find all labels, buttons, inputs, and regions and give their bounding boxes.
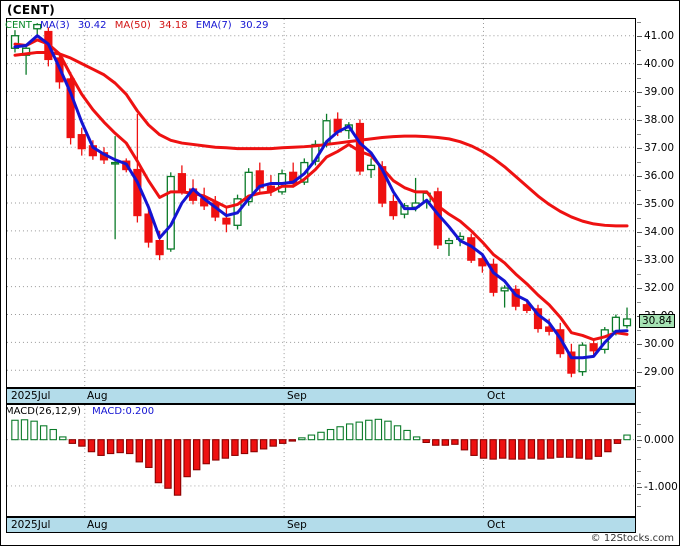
macd-axis-minor-tick xyxy=(637,506,641,508)
price-axis-tick xyxy=(637,288,642,290)
date-axis-label: Aug xyxy=(87,390,108,402)
price-axis-tick xyxy=(637,147,642,149)
legend-ma50-label: MA(50) xyxy=(114,20,151,31)
price-axis-minor-tick xyxy=(637,105,641,107)
macd-axis-minor-tick xyxy=(637,459,641,461)
price-axis-tick xyxy=(637,232,642,234)
price-axis-label: 37.00 xyxy=(644,141,675,154)
price-axis-minor-tick xyxy=(637,77,641,79)
macd-y-axis: 0.000 -1.000 xyxy=(637,404,680,517)
price-axis-label: 35.00 xyxy=(644,198,675,210)
legend-ma3-label: MA(3) xyxy=(40,20,70,31)
price-axis-label: 30.00 xyxy=(644,338,675,351)
macd-axis-minor-tick xyxy=(637,423,641,425)
current-price-tag: 30.84 xyxy=(639,313,676,328)
price-y-axis: 41.00 40.00 39.00 38.00 37.00 36.00 35.00 34.00… xyxy=(637,18,680,388)
price-axis-tick xyxy=(637,91,642,93)
legend-symbol: CENT xyxy=(5,20,32,31)
price-axis-minor-tick xyxy=(637,274,641,276)
price-axis-minor-tick xyxy=(637,358,641,360)
price-axis-minor-tick xyxy=(637,133,641,135)
macd-axis-minor-tick xyxy=(637,470,641,472)
price-axis-label: 41.00 xyxy=(644,29,675,42)
date-axis-label: Sep xyxy=(287,390,307,402)
price-axis-label: 32.00 xyxy=(644,282,675,295)
date-axis-label: Sep xyxy=(287,519,307,531)
price-axis-label: 34.00 xyxy=(644,226,675,239)
macd-legend: MACD(26,12,9) MACD:0.200 xyxy=(5,406,154,417)
copyright-watermark: © 12Stocks.com xyxy=(590,533,674,544)
macd-axis-minor-tick xyxy=(637,435,641,437)
price-plot-svg xyxy=(7,19,635,387)
price-axis-tick xyxy=(637,372,642,374)
legend-ma50-value: 34.18 xyxy=(158,20,188,31)
macd-axis-tick xyxy=(637,487,642,489)
price-axis-label: 38.00 xyxy=(644,113,675,126)
date-axis-label: Aug xyxy=(87,519,108,531)
date-axis-label: 2025Jul xyxy=(11,390,51,402)
macd-axis-minor-tick xyxy=(637,482,641,484)
price-axis-tick xyxy=(637,63,642,65)
date-axis-label: 2025Jul xyxy=(11,519,51,531)
price-axis-tick xyxy=(637,344,642,346)
price-axis-tick xyxy=(637,119,642,121)
price-axis-label: 39.00 xyxy=(644,85,675,98)
macd-axis-label: 0.000 xyxy=(644,434,675,447)
chart-title: (CENT) xyxy=(7,3,56,17)
legend-ema7-label: EMA(7) xyxy=(195,20,232,31)
price-axis-label: 40.00 xyxy=(644,57,675,70)
macd-chart-panel[interactable] xyxy=(6,404,636,517)
price-axis-minor-tick xyxy=(637,218,641,219)
macd-axis-minor-tick xyxy=(637,412,641,414)
price-axis-label: 29.00 xyxy=(644,366,675,379)
price-axis-tick xyxy=(637,204,642,205)
price-axis-tick xyxy=(637,35,642,37)
price-axis-minor-tick xyxy=(637,49,641,51)
macd-axis-minor-tick xyxy=(637,494,641,496)
price-axis-tick xyxy=(637,175,642,177)
macd-plot-svg xyxy=(7,405,635,516)
date-axis-price: 2025Jul Aug Sep Oct xyxy=(6,388,636,404)
legend-ma3-value: 30.42 xyxy=(77,20,107,31)
price-axis-minor-tick xyxy=(637,386,641,388)
macd-axis-tick xyxy=(637,440,642,442)
price-axis-label: 36.00 xyxy=(644,169,675,182)
price-axis-minor-tick xyxy=(637,302,641,304)
legend-ema7-value: 30.29 xyxy=(239,20,269,31)
price-axis-tick xyxy=(637,260,642,262)
macd-axis-minor-tick xyxy=(637,447,641,449)
price-legend: CENT MA(3) 30.42 MA(50) 34.18 EMA(7) 30.… xyxy=(5,20,274,31)
price-axis-minor-tick xyxy=(637,246,641,248)
date-axis-macd: 2025Jul Aug Sep Oct xyxy=(6,517,636,533)
price-axis-label: 33.00 xyxy=(644,254,675,267)
price-chart-panel[interactable] xyxy=(6,18,636,388)
macd-value-label: MACD:0.200 xyxy=(92,406,155,417)
price-axis-minor-tick xyxy=(637,189,641,191)
date-axis-label: Oct xyxy=(487,519,506,531)
price-axis-minor-tick xyxy=(637,21,641,23)
macd-axis-label: -1.000 xyxy=(644,481,678,494)
price-axis-minor-tick xyxy=(637,330,641,332)
date-axis-label: Oct xyxy=(487,390,506,402)
price-axis-minor-tick xyxy=(637,161,641,163)
macd-params-label: MACD(26,12,9) xyxy=(5,406,81,417)
